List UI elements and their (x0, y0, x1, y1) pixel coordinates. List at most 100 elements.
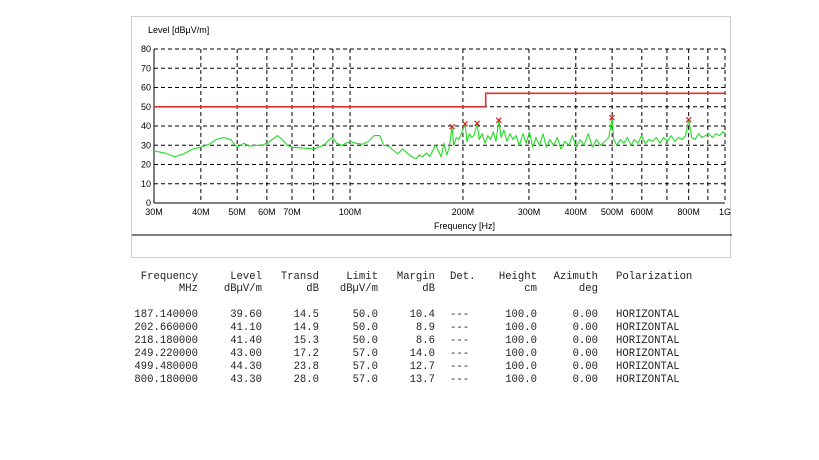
y-tick-label: 40 (141, 121, 151, 131)
table-cell: 202.660000 (134, 322, 198, 334)
peak-marker (462, 120, 468, 127)
table-cell: 15.3 (293, 335, 319, 347)
table-cell: --- (450, 348, 470, 360)
table-cell: --- (450, 322, 470, 334)
x-tick-label: 60M (258, 207, 276, 217)
y-tick-label: 20 (141, 160, 151, 170)
table-cell: --- (450, 335, 470, 347)
table-cell: 41.10 (230, 322, 262, 334)
emission-chart: Level [dBµV/m] 0 10 20 30 40 50 60 70 80 30M 40M 50M… (131, 16, 732, 258)
column-header-unit: dB (422, 283, 435, 295)
table-cell: 23.8 (293, 361, 319, 373)
table-cell: HORIZONTAL (616, 361, 680, 373)
x-axis-label: Frequency [Hz] (434, 221, 495, 231)
table-cell: 41.40 (230, 335, 262, 347)
y-axis-label: Level [dBµV/m] (148, 25, 209, 35)
y-tick-label: 30 (141, 140, 151, 150)
measurement-trace (153, 117, 726, 160)
table-cell: 57.0 (352, 348, 378, 360)
column-header-unit: cm (524, 283, 537, 295)
table-cell: HORIZONTAL (616, 348, 680, 360)
column-header: Det. (450, 271, 476, 283)
table-cell: 0.00 (572, 348, 598, 360)
table-cell: HORIZONTAL (616, 374, 680, 386)
x-tick-label: 40M (192, 207, 210, 217)
column-header-unit: dBµV/m (339, 283, 378, 295)
table-cell: 50.0 (352, 322, 378, 334)
table-cell: 10.4 (409, 309, 435, 321)
column-header: Polarization (616, 271, 693, 283)
table-cell: 13.7 (409, 374, 435, 386)
table-cell: 39.60 (230, 309, 262, 321)
table-cell: 0.00 (572, 374, 598, 386)
table-cell: 57.0 (352, 374, 378, 386)
y-tick-label: 70 (141, 63, 151, 73)
x-tick-label: 500M (601, 207, 624, 217)
table-cell: 8.9 (415, 322, 435, 334)
y-tick-label: 10 (141, 179, 151, 189)
x-tick-label: 200M (452, 207, 475, 217)
table-cell: 0.00 (572, 335, 598, 347)
table-cell: 100.0 (505, 348, 537, 360)
table-cell: 17.2 (293, 348, 319, 360)
x-tick-label: 600M (631, 207, 654, 217)
peak-marker (685, 116, 692, 123)
x-tick-label: 800M (677, 207, 700, 217)
peak-marker (474, 120, 481, 127)
x-tick-label: 400M (565, 207, 588, 217)
x-tick-label: 70M (283, 207, 301, 217)
column-header-unit: dB (306, 283, 319, 295)
column-header-unit: dBµV/m (223, 283, 262, 295)
table-cell: 187.140000 (134, 309, 198, 321)
table-cell: 28.0 (293, 374, 319, 386)
table-cell: 0.00 (572, 322, 598, 334)
x-tick-label: 50M (228, 207, 246, 217)
table-cell: HORIZONTAL (616, 335, 680, 347)
table-cell: 800.180000 (134, 374, 198, 386)
table-cell: 57.0 (352, 361, 378, 373)
table-cell: HORIZONTAL (616, 309, 680, 321)
column-header: Margin (396, 271, 435, 283)
table-cell: 100.0 (505, 335, 537, 347)
y-tick-label: 50 (141, 102, 151, 112)
table-cell: 100.0 (505, 361, 537, 373)
peak-marker-stroke (449, 123, 456, 130)
table-cell: 43.00 (230, 348, 262, 360)
table-cell: 0.00 (572, 309, 598, 321)
peak-marker (449, 123, 456, 130)
y-tick-label: 80 (141, 44, 151, 54)
peak-marker (609, 114, 615, 121)
table-cell: 100.0 (505, 322, 537, 334)
x-tick-label: 300M (518, 207, 541, 217)
column-header: Height (498, 271, 537, 283)
table-cell: 14.5 (293, 309, 319, 321)
table-cell: 249.220000 (134, 348, 198, 360)
column-header: Frequency (140, 271, 198, 283)
limit-line (154, 92, 725, 108)
table-cell: 14.9 (293, 322, 319, 334)
table-cell: 100.0 (505, 309, 537, 321)
peak-marker-stroke (462, 120, 468, 127)
column-header-unit: MHz (178, 283, 198, 295)
table-cell: 43.30 (230, 374, 262, 386)
table-cell: --- (450, 361, 470, 373)
column-header-unit: deg (578, 283, 598, 295)
table-cell: --- (450, 309, 470, 321)
table-cell: 44.30 (230, 361, 262, 373)
x-tick-label: 100M (339, 207, 362, 217)
table-cell: 50.0 (352, 309, 378, 321)
table-cell: 100.0 (505, 374, 537, 386)
peak-marker (495, 117, 502, 124)
table-cell: 12.7 (409, 361, 435, 373)
column-header: Azimuth (553, 271, 598, 283)
column-header: Transd (280, 271, 319, 283)
column-header: Limit (346, 271, 378, 283)
column-header: Level (230, 271, 262, 283)
table-cell: HORIZONTAL (616, 322, 680, 334)
table-cell: 499.480000 (134, 361, 198, 373)
x-tick-label: 30M (145, 207, 163, 217)
table-cell: 14.0 (409, 348, 435, 360)
table-cell: 0.00 (572, 361, 598, 373)
table-cell: 50.0 (352, 335, 378, 347)
y-tick-label: 0 (146, 198, 151, 208)
